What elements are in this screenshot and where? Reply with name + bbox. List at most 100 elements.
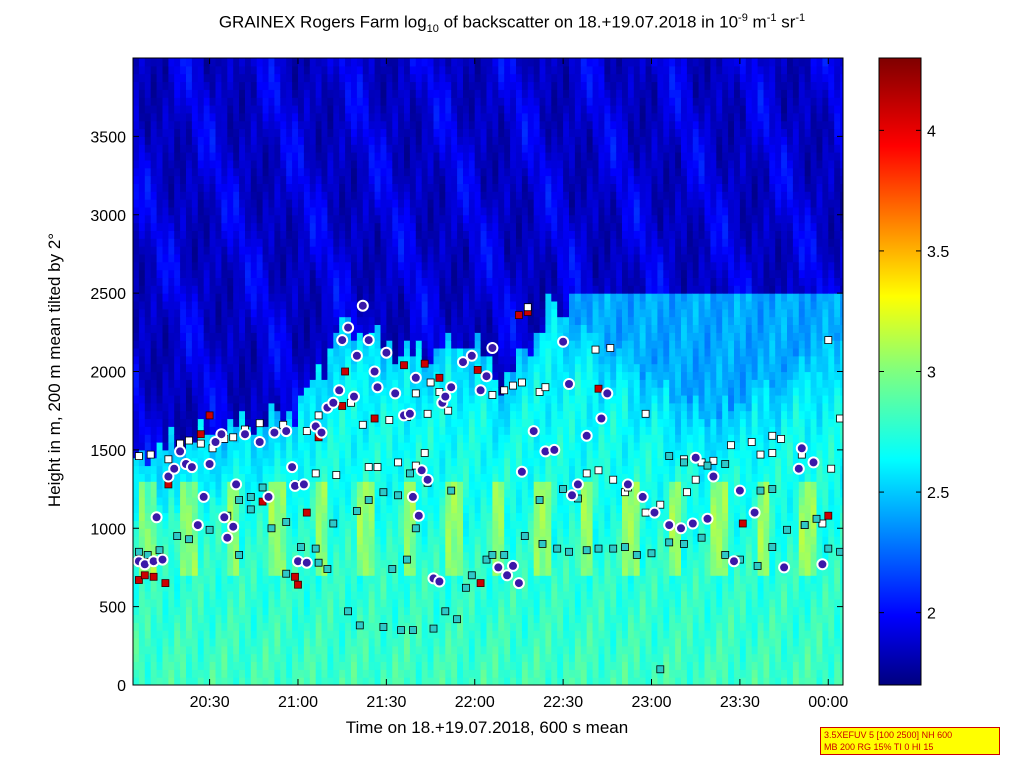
field-cell	[468, 269, 476, 278]
field-cell	[286, 144, 293, 153]
field-cell	[468, 379, 476, 388]
field-cell	[398, 167, 405, 177]
field-cell	[239, 543, 246, 553]
field-cell	[262, 379, 270, 388]
field-cell	[468, 175, 476, 184]
field-cell	[262, 348, 270, 357]
field-cell	[245, 512, 252, 521]
field-cell	[280, 253, 287, 263]
field-cell	[463, 340, 470, 349]
field-cell	[150, 567, 158, 576]
field-cell	[386, 301, 393, 310]
field-cell	[292, 355, 299, 365]
field-cell	[380, 669, 387, 678]
field-cell	[356, 606, 364, 615]
field-cell	[368, 418, 376, 427]
field-cell	[386, 645, 393, 655]
field-cell	[197, 230, 205, 239]
field-cell	[150, 653, 158, 662]
field-cell	[433, 348, 440, 357]
field-cell	[321, 277, 328, 286]
field-cell	[409, 73, 417, 83]
field-cell	[468, 606, 476, 615]
field-cell	[351, 120, 358, 130]
field-cell	[457, 465, 464, 474]
field-cell	[480, 520, 488, 529]
field-cell	[415, 97, 423, 106]
field-cell	[362, 528, 370, 537]
field-cell	[386, 246, 393, 255]
field-cell	[427, 97, 435, 106]
field-cell	[333, 371, 340, 380]
field-cell	[409, 58, 417, 67]
field-cell	[256, 58, 264, 67]
field-cell	[162, 410, 169, 420]
field-cell	[303, 261, 311, 271]
field-cell	[451, 293, 458, 302]
field-cell	[239, 645, 246, 655]
field-cell	[144, 277, 152, 286]
field-cell	[474, 183, 482, 192]
field-cell	[451, 661, 458, 670]
field-cell	[292, 504, 299, 514]
field-cell	[339, 152, 346, 161]
field-cell	[356, 591, 364, 600]
field-cell	[374, 199, 382, 208]
field-cell	[298, 630, 305, 639]
field-cell	[480, 379, 488, 388]
field-cell	[150, 363, 158, 373]
field-cell	[474, 591, 482, 600]
field-cell	[156, 308, 164, 318]
field-cell	[268, 167, 275, 177]
field-cell	[451, 630, 458, 639]
field-cell	[286, 575, 293, 584]
field-cell	[315, 144, 323, 153]
field-cell	[321, 645, 328, 655]
field-cell	[191, 191, 199, 200]
field-cell	[368, 58, 376, 67]
field-cell	[321, 269, 328, 278]
field-cell	[156, 606, 164, 615]
field-cell	[321, 175, 328, 184]
field-cell	[180, 496, 187, 506]
field-cell	[274, 598, 281, 608]
field-cell	[368, 379, 376, 388]
field-cell	[186, 246, 193, 255]
field-cell	[239, 81, 246, 90]
field-cell	[351, 379, 358, 388]
field-cell	[457, 285, 464, 294]
field-cell	[256, 465, 264, 474]
field-cell	[368, 504, 376, 514]
field-cell	[298, 89, 305, 98]
field-cell	[197, 528, 205, 537]
field-cell	[168, 97, 175, 106]
field-cell	[186, 332, 193, 341]
field-cell	[333, 598, 340, 608]
field-cell	[356, 332, 364, 341]
field-cell	[144, 58, 152, 67]
field-cell	[457, 653, 464, 662]
field-cell	[480, 238, 488, 247]
field-cell	[203, 97, 211, 106]
field-cell	[351, 332, 358, 341]
field-cell	[345, 379, 352, 388]
field-cell	[486, 191, 493, 200]
field-cell	[315, 661, 323, 670]
field-cell	[392, 175, 399, 184]
field-cell	[321, 261, 328, 271]
field-cell	[451, 191, 458, 200]
field-cell	[309, 152, 317, 161]
field-cell	[298, 575, 305, 584]
field-cell	[457, 371, 464, 380]
field-cell	[215, 105, 222, 114]
field-cell	[174, 395, 181, 404]
field-cell	[256, 238, 264, 247]
field-cell	[321, 371, 328, 380]
field-cell	[427, 598, 435, 608]
field-cell	[386, 638, 393, 647]
field-cell	[439, 167, 446, 177]
field-cell	[156, 520, 164, 529]
field-cell	[138, 199, 146, 208]
field-cell	[203, 598, 211, 608]
field-cell	[427, 269, 435, 278]
